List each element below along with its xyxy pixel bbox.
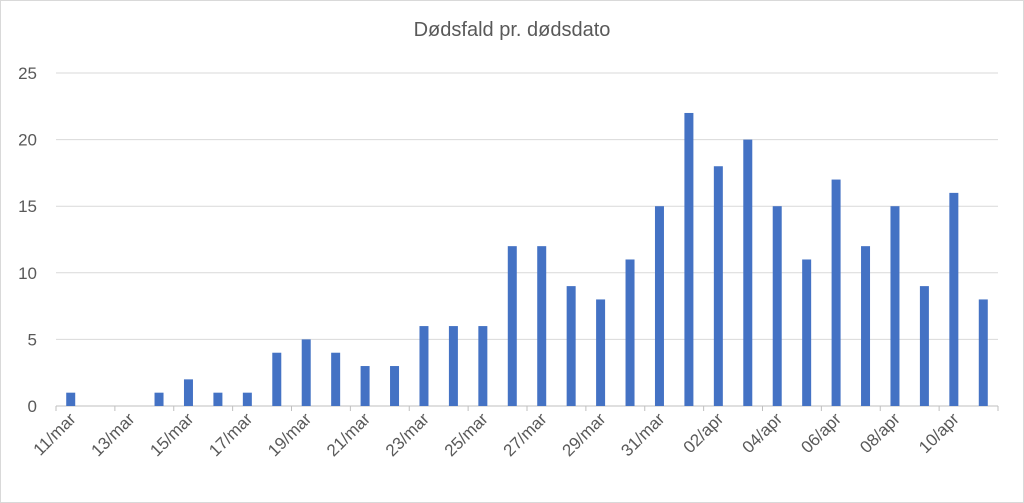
- bar: [419, 326, 429, 406]
- bar: [478, 326, 488, 406]
- bar: [537, 246, 547, 406]
- bar: [507, 246, 517, 406]
- x-tick-label: 21/mar: [323, 409, 374, 460]
- x-tick-label: 10/apr: [915, 409, 963, 457]
- bar: [331, 352, 341, 406]
- bar: [890, 206, 900, 406]
- bar: [831, 179, 841, 406]
- bar: [242, 392, 252, 406]
- bar: [213, 392, 223, 406]
- x-tick-label: 29/mar: [559, 409, 610, 460]
- bar: [360, 366, 370, 406]
- bar: [713, 166, 723, 406]
- x-tick-label: 13/mar: [88, 409, 139, 460]
- bar: [654, 206, 664, 406]
- bar: [566, 286, 576, 406]
- x-tick-label: 15/mar: [146, 409, 197, 460]
- bar: [390, 366, 400, 406]
- bar: [66, 392, 76, 406]
- x-tick-label: 06/apr: [797, 409, 845, 457]
- y-tick-label: 5: [28, 330, 37, 349]
- bar: [949, 192, 959, 406]
- y-tick-label: 25: [18, 64, 37, 83]
- bar: [301, 339, 311, 406]
- y-tick-label: 15: [18, 197, 37, 216]
- bar: [802, 259, 812, 406]
- x-tick-label: 25/mar: [441, 409, 492, 460]
- bar: [919, 286, 929, 406]
- bar: [743, 139, 753, 406]
- x-tick-label: 02/apr: [680, 409, 728, 457]
- bar: [861, 246, 871, 406]
- x-tick-label: 31/mar: [617, 409, 668, 460]
- bar: [978, 299, 988, 406]
- bar: [183, 379, 193, 406]
- y-tick-label: 0: [28, 397, 37, 416]
- bar: [684, 112, 694, 407]
- bar: [596, 299, 606, 406]
- x-tick-label: 17/mar: [205, 409, 256, 460]
- x-tick-label: 04/apr: [739, 409, 787, 457]
- chart-title: Dødsfald pr. dødsdato: [413, 19, 611, 41]
- x-tick-label: 23/mar: [382, 409, 433, 460]
- y-tick-label: 10: [18, 264, 37, 283]
- y-tick-label: 20: [18, 131, 37, 150]
- bar: [272, 352, 282, 406]
- bar: [772, 206, 782, 406]
- bar: [625, 259, 635, 406]
- x-tick-label: 08/apr: [856, 409, 904, 457]
- x-tick-label: 11/mar: [30, 409, 80, 459]
- x-tick-label: 19/mar: [264, 409, 315, 460]
- x-tick-label: 27/mar: [500, 409, 551, 460]
- bar: [448, 326, 458, 406]
- bar: [154, 392, 164, 406]
